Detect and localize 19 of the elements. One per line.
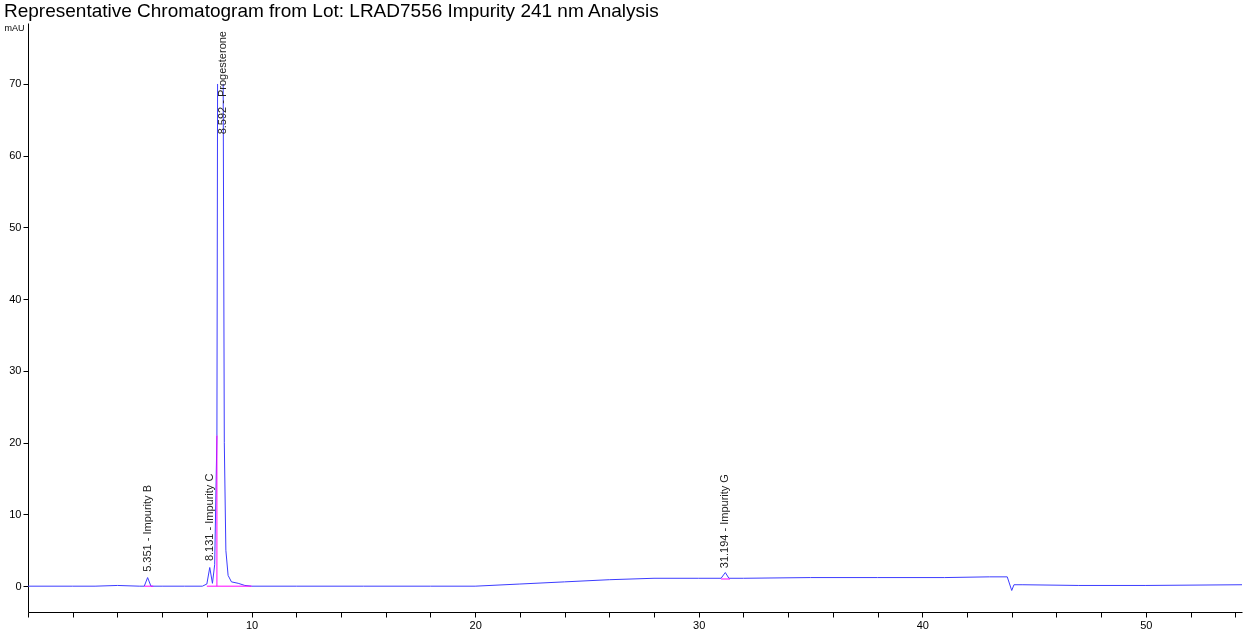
y-tick-label: 10: [9, 507, 22, 520]
chart-title: Representative Chromatogram from Lot: LRAD7556 Impurity 241 nm Analysis: [4, 0, 659, 21]
y-tick-label: 70: [9, 77, 22, 90]
x-tick-label: 10: [245, 618, 259, 631]
annotation: 8.131 - Impurity C: [202, 473, 215, 562]
annotation: 5.351 - Impurity B: [140, 485, 153, 572]
y-tick-label: 30: [9, 364, 22, 377]
y-axis-title: mAU: [4, 22, 25, 33]
y-tick-label: 0: [15, 579, 22, 592]
annotation: 8.592 - Progesterone: [216, 31, 229, 135]
y-tick-label: 20: [9, 436, 22, 449]
x-tick-label: 30: [693, 618, 706, 631]
x-tick-label: 50: [1140, 618, 1153, 631]
x-tick-label: 20: [469, 618, 482, 631]
x-tick-label: 40: [916, 618, 929, 631]
y-tick-label: 40: [9, 292, 22, 305]
y-tick-label: 60: [9, 149, 22, 162]
annotation: 31.194 - Impurity G: [718, 474, 731, 569]
y-tick-label: 50: [9, 220, 22, 233]
